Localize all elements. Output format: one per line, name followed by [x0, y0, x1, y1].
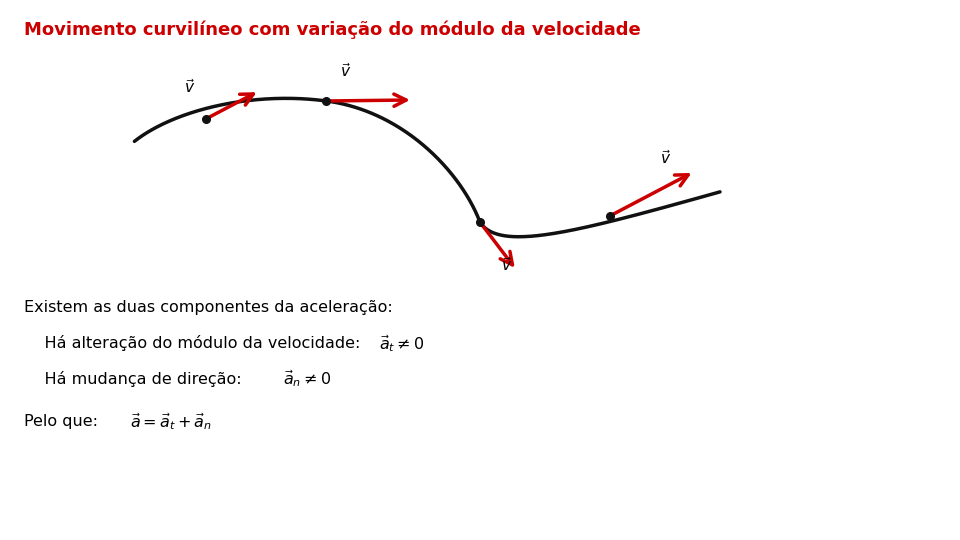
Text: Existem as duas componentes da aceleração:: Existem as duas componentes da aceleraçã…: [24, 300, 393, 315]
Text: Pelo que:: Pelo que:: [24, 414, 98, 429]
Text: $\vec{a}_t \neq 0$: $\vec{a}_t \neq 0$: [379, 333, 424, 354]
Text: $\vec{a}_n \neq 0$: $\vec{a}_n \neq 0$: [283, 368, 331, 389]
Text: $\vec{a} = \vec{a}_t + \vec{a}_n$: $\vec{a} = \vec{a}_t + \vec{a}_n$: [130, 411, 212, 432]
Text: $\vec{v}$: $\vec{v}$: [340, 62, 351, 80]
Text: Componentes tangencial e normal da aceleração: Componentes tangencial e normal da acele…: [12, 517, 252, 528]
Text: 13: 13: [934, 517, 948, 528]
Text: $\vec{v}$: $\vec{v}$: [183, 78, 195, 96]
Text: Há mudança de direção:: Há mudança de direção:: [24, 370, 242, 387]
Text: $\vec{v}$: $\vec{v}$: [501, 256, 513, 274]
Text: Há alteração do módulo da velocidade:: Há alteração do módulo da velocidade:: [24, 335, 360, 352]
Text: $\vec{v}$: $\vec{v}$: [660, 148, 671, 167]
Text: Movimento curvilíneo com variação do módulo da velocidade: Movimento curvilíneo com variação do mód…: [24, 20, 640, 39]
